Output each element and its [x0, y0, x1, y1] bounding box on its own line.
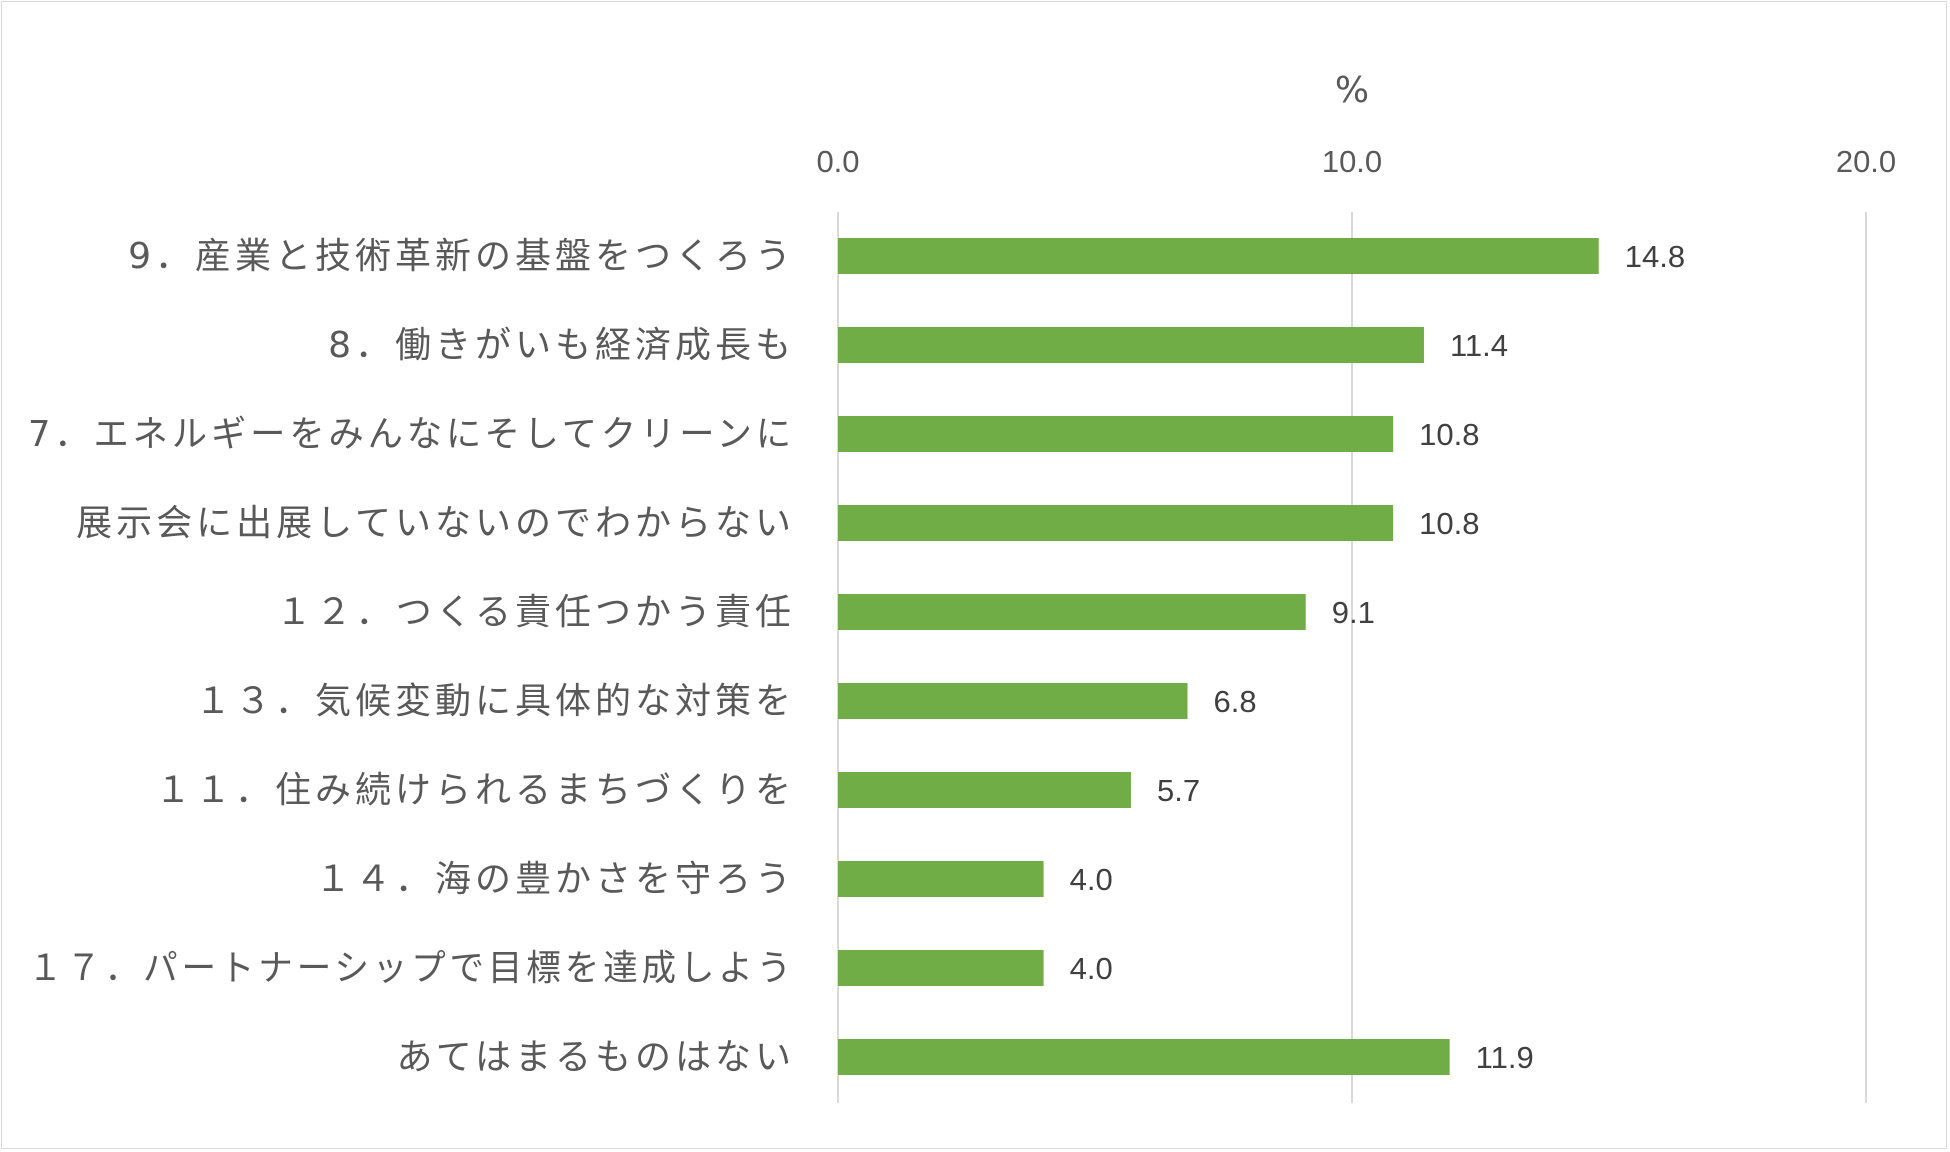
category-labels: 9．産業と技術革新の基盤をつくろう 8．働きがいも経済成長も 7．エネルギーをみんな…: [28, 236, 795, 1078]
data-label: 9.1: [1332, 595, 1375, 630]
data-label: 4.0: [1070, 862, 1113, 897]
data-label: 10.8: [1419, 417, 1479, 452]
data-label: 5.7: [1157, 773, 1200, 808]
data-label: 11.4: [1450, 328, 1508, 363]
data-label: 14.8: [1625, 239, 1685, 274]
bar: [838, 594, 1306, 630]
bars: [838, 238, 1599, 1075]
category-label: １３．気候変動に具体的な対策を: [195, 681, 795, 722]
bar: [838, 772, 1131, 808]
data-label: 4.0: [1070, 951, 1113, 986]
tick-label: 10.0: [1322, 144, 1382, 179]
data-label: 11.9: [1476, 1040, 1534, 1075]
category-label: １７．パートナーシップで目標を達成しよう: [28, 948, 795, 989]
bar: [838, 238, 1599, 274]
bar: [838, 505, 1394, 541]
category-label: 展示会に出展していないのでわからない: [76, 503, 795, 544]
data-labels: 14.8 11.4 10.8 10.8 9.1 6.8 5.7 4.0 4.0 11.9: [1070, 239, 1685, 1075]
category-label: １１．住み続けられるまちづくりを: [155, 770, 795, 811]
category-label: 9．産業と技術革新の基盤をつくろう: [128, 236, 795, 277]
axis-tick-labels: 0.0 10.0 20.0: [816, 144, 1896, 179]
data-label: 10.8: [1419, 506, 1479, 541]
bar: [838, 683, 1188, 719]
bar: [838, 861, 1044, 897]
category-label: 8．働きがいも経済成長も: [328, 325, 795, 366]
bar: [838, 416, 1394, 452]
data-label: 6.8: [1214, 684, 1257, 719]
category-label: １２．つくる責任つかう責任: [276, 592, 795, 633]
category-label: 7．エネルギーをみんなにそしてクリーンに: [28, 414, 795, 455]
bar: [838, 327, 1424, 363]
tick-label: 20.0: [1836, 144, 1896, 179]
axis-unit-label: %: [1335, 70, 1369, 111]
bar: [838, 1039, 1450, 1075]
category-label: １４．海の豊かさを守ろう: [315, 859, 795, 900]
tick-label: 0.0: [816, 144, 859, 179]
bar: [838, 950, 1044, 986]
category-label: あてはまるものはない: [396, 1037, 795, 1078]
